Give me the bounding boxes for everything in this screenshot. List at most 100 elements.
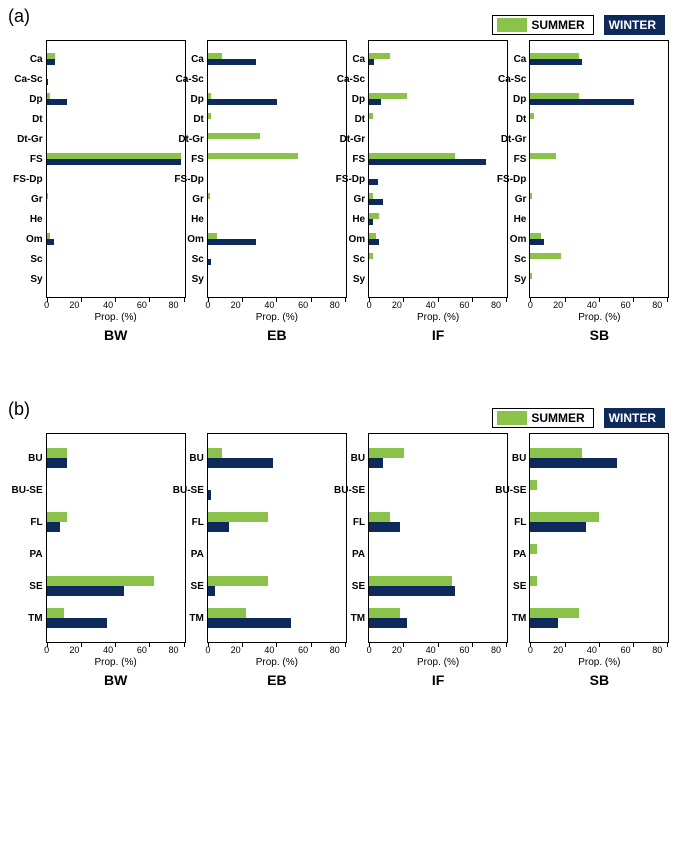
bar-summer — [530, 193, 532, 199]
category-label-Gr: Gr — [353, 194, 369, 205]
bar-winter — [530, 458, 616, 468]
category-label-Sc: Sc — [353, 254, 369, 265]
bar-winter — [47, 99, 68, 105]
category-label-He: He — [191, 214, 208, 225]
bar-pair — [208, 153, 346, 165]
category-label-Om: Om — [26, 234, 47, 245]
category-row-Sc: Sc — [369, 249, 507, 269]
category-row-FS-Dp: FS-Dp — [47, 169, 185, 189]
bar-pair — [369, 153, 507, 165]
category-label-BU: BU — [28, 453, 46, 464]
category-row-Ca-Sc: Ca-Sc — [369, 69, 507, 89]
category-row-Sy: Sy — [530, 269, 668, 289]
subplot-EB: CaCa-ScDpDtDt-GrFSFS-DpGrHeOmScSy0204060… — [201, 40, 352, 343]
category-label-He: He — [514, 214, 531, 225]
bar-pair — [530, 448, 668, 468]
bar-winter — [47, 618, 107, 628]
category-row-FL: FL — [208, 506, 346, 538]
bar-pair — [369, 233, 507, 245]
category-label-Dt-Gr: Dt-Gr — [17, 134, 47, 145]
category-label-FL: FL — [514, 517, 530, 528]
x-label: Prop. (%) — [95, 312, 137, 323]
bar-pair — [369, 133, 507, 145]
category-row-PA: PA — [369, 538, 507, 570]
category-label-BU-SE: BU-SE — [334, 485, 369, 496]
legend-item-winter: WINTER — [604, 15, 665, 35]
bar-winter — [369, 458, 383, 468]
bar-pair — [47, 173, 185, 185]
category-label-FS-Dp: FS-Dp — [13, 174, 46, 185]
bar-pair — [47, 253, 185, 265]
category-row-SE: SE — [208, 570, 346, 602]
bar-summer — [47, 193, 49, 199]
category-row-Gr: Gr — [530, 189, 668, 209]
category-row-Ca: Ca — [369, 49, 507, 69]
category-label-Dt-Gr: Dt-Gr — [178, 134, 208, 145]
category-label-Sy: Sy — [30, 274, 46, 285]
bar-pair — [47, 193, 185, 205]
bar-pair — [530, 544, 668, 564]
category-label-FL: FL — [353, 517, 369, 528]
category-label-Om: Om — [348, 234, 369, 245]
category-label-Dt: Dt — [193, 114, 208, 125]
bar-pair — [369, 193, 507, 205]
category-row-He: He — [530, 209, 668, 229]
category-label-Gr: Gr — [31, 194, 47, 205]
bar-pair — [47, 544, 185, 564]
subplot-label-BW: BW — [104, 672, 127, 688]
legend-item-summer: SUMMER — [492, 408, 593, 428]
category-row-Gr: Gr — [208, 189, 346, 209]
plotbox-SB: BUBU-SEFLPASETM — [529, 433, 669, 643]
bar-summer — [369, 113, 372, 119]
bar-summer — [208, 113, 211, 119]
bar-pair — [47, 233, 185, 245]
bar-pair — [208, 608, 346, 628]
bar-pair — [208, 544, 346, 564]
bar-summer — [530, 113, 533, 119]
bar-summer — [530, 608, 578, 618]
subplot-SB: BUBU-SEFLPASETM020406080Prop. (%)SB — [524, 433, 675, 688]
bar-pair — [208, 213, 346, 225]
bar-winter — [369, 219, 372, 225]
bar-pair — [530, 512, 668, 532]
category-row-Ca: Ca — [208, 49, 346, 69]
bar-summer — [47, 448, 68, 458]
subplot-label-EB: EB — [267, 672, 286, 688]
category-label-Dp: Dp — [352, 94, 369, 105]
bar-pair — [530, 608, 668, 628]
category-row-BU: BU — [369, 442, 507, 474]
plotbox-EB: BUBU-SEFLPASETM — [207, 433, 347, 643]
bar-summer — [47, 608, 64, 618]
category-label-Sc: Sc — [514, 254, 530, 265]
bar-pair — [530, 173, 668, 185]
bar-winter — [530, 99, 634, 105]
category-row-FS: FS — [47, 149, 185, 169]
bar-pair — [47, 93, 185, 105]
bar-winter — [47, 586, 125, 596]
category-row-Om: Om — [47, 229, 185, 249]
bar-winter — [369, 59, 374, 65]
category-row-Sc: Sc — [47, 249, 185, 269]
bar-pair — [47, 153, 185, 165]
bar-pair — [208, 273, 346, 285]
category-row-BU: BU — [47, 442, 185, 474]
bar-pair — [47, 213, 185, 225]
bar-pair — [369, 512, 507, 532]
bar-winter — [369, 618, 407, 628]
bar-winter — [47, 522, 61, 532]
x-label: Prop. (%) — [256, 657, 298, 668]
category-label-Sc: Sc — [192, 254, 208, 265]
bar-winter — [369, 199, 383, 205]
category-row-FS-Dp: FS-Dp — [369, 169, 507, 189]
category-label-Gr: Gr — [192, 194, 208, 205]
category-label-Dt: Dt — [32, 114, 47, 125]
bar-pair — [530, 213, 668, 225]
bar-pair — [208, 113, 346, 125]
legend-item-summer: SUMMER — [492, 15, 593, 35]
bar-pair — [47, 480, 185, 500]
bar-pair — [369, 448, 507, 468]
category-label-Dt: Dt — [355, 114, 370, 125]
bar-pair — [47, 512, 185, 532]
category-label-SE: SE — [29, 581, 46, 592]
plotbox-BW: CaCa-ScDpDtDt-GrFSFS-DpGrHeOmScSy — [46, 40, 186, 298]
